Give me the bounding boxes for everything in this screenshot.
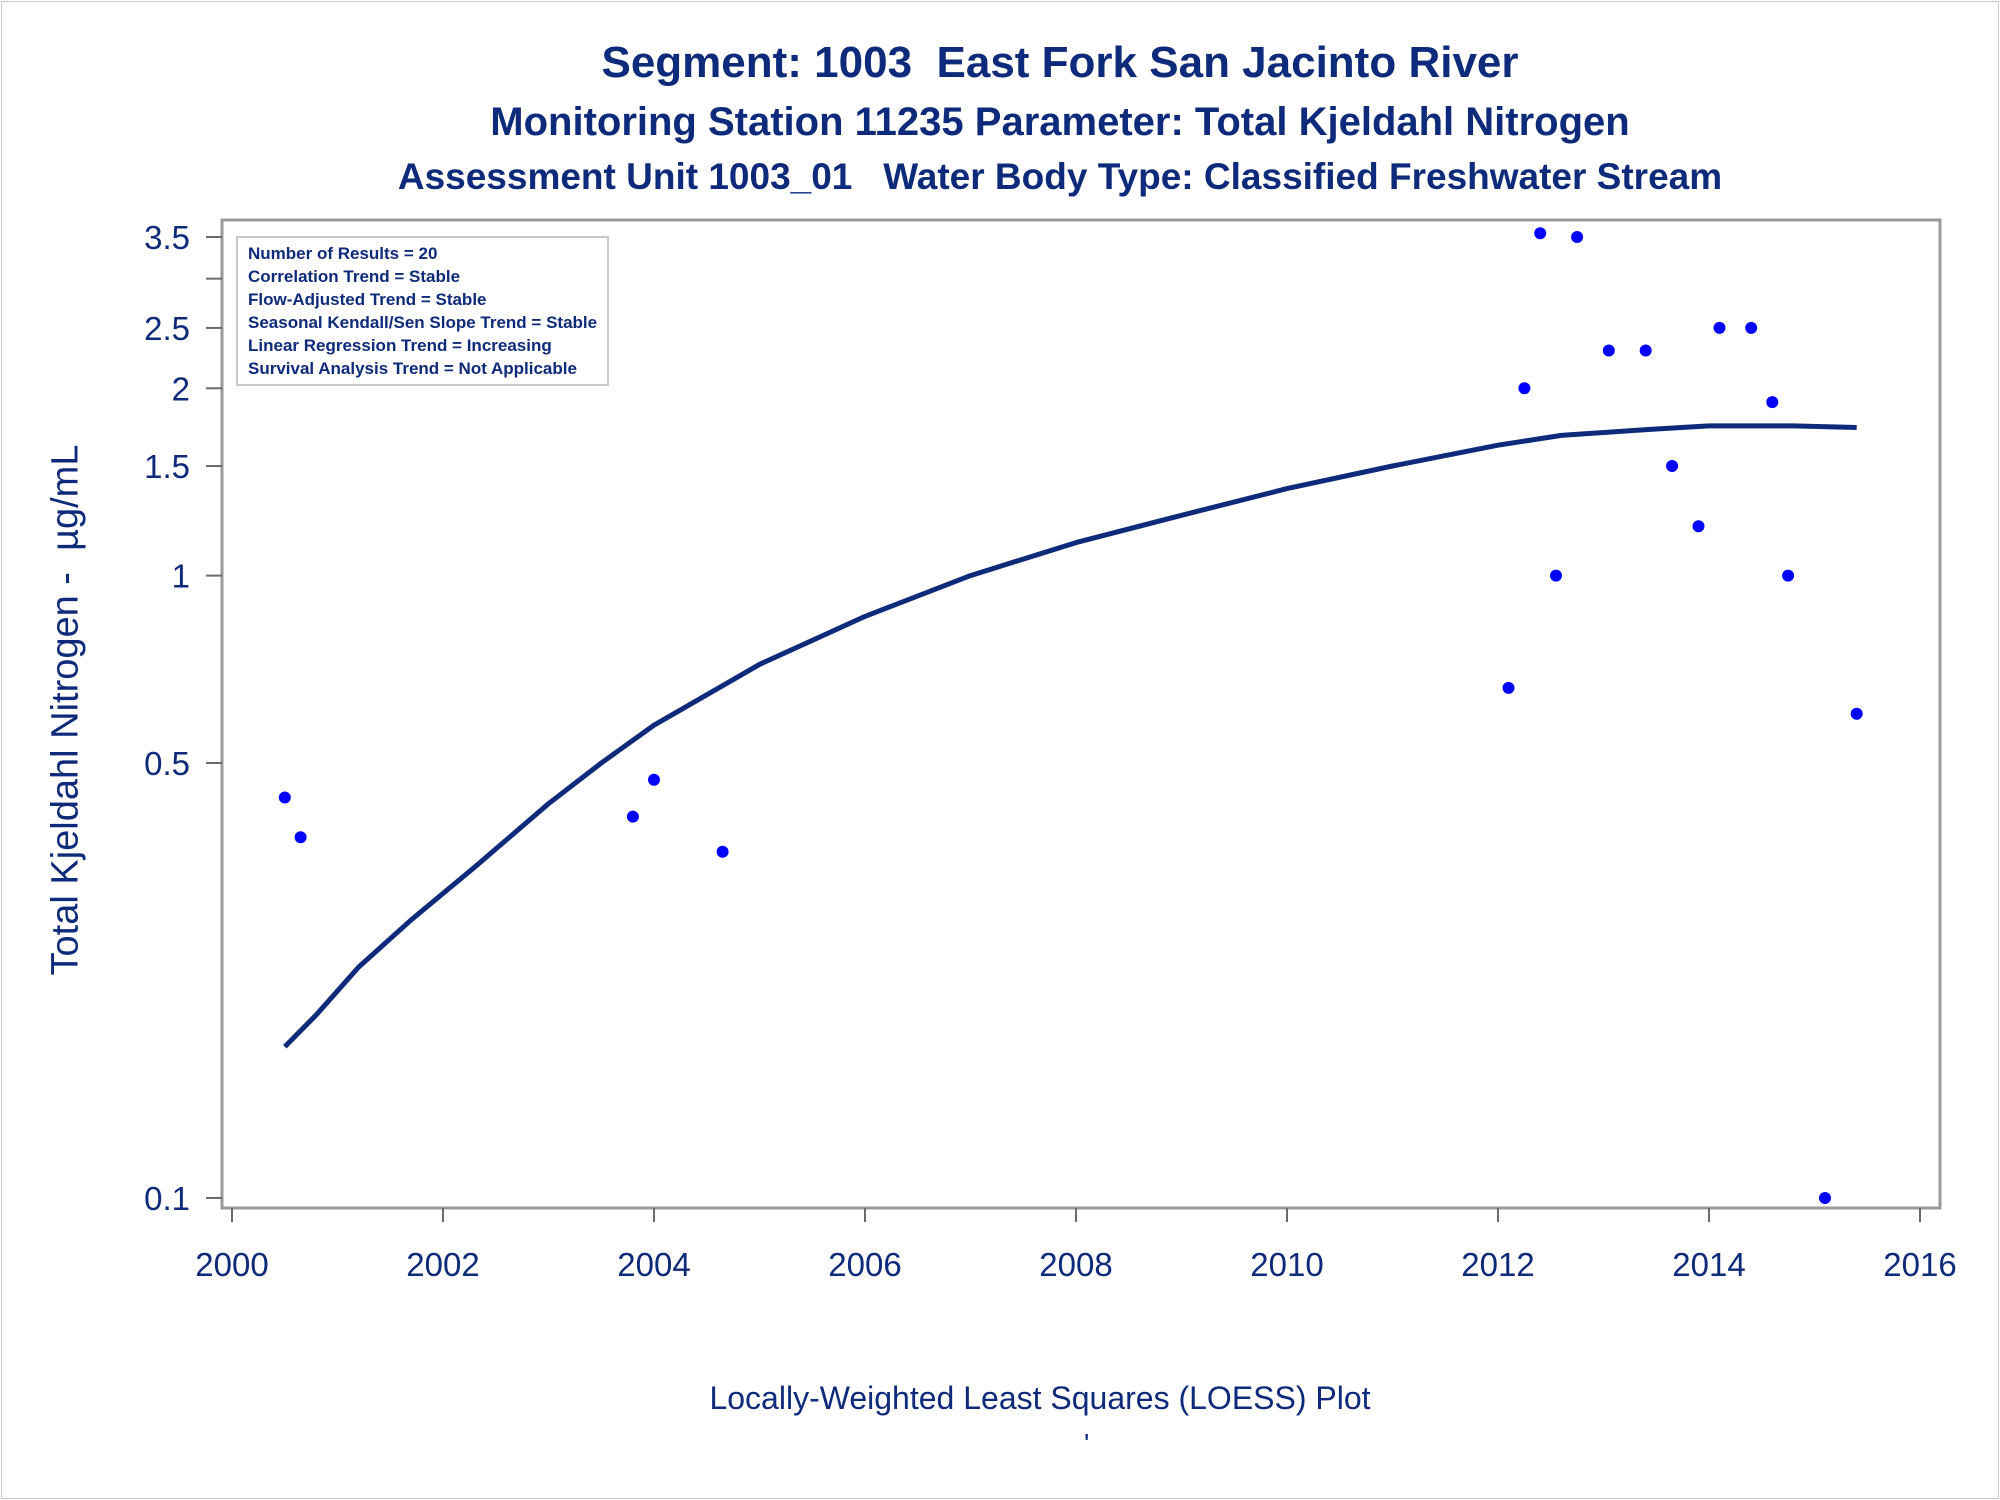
summary-line: Correlation Trend = Stable (248, 267, 461, 286)
chart-title: Segment: 1003 East Fork San Jacinto Rive… (601, 38, 1519, 87)
data-point (1850, 707, 1863, 720)
data-point (1602, 344, 1615, 357)
data-point (1766, 396, 1779, 409)
data-point (716, 845, 729, 858)
y-tick-label: 0.1 (144, 1180, 190, 1217)
data-point (1745, 321, 1758, 334)
plot-area-border (220, 218, 1942, 1210)
chart-subtitle-2: Assessment Unit 1003_01 Water Body Type:… (397, 156, 1723, 197)
data-point (1819, 1192, 1831, 1204)
x-tick-label: 2016 (1883, 1246, 1956, 1283)
x-tick-label: 2012 (1461, 1246, 1534, 1283)
summary-line: Flow-Adjusted Trend = Stable (248, 290, 487, 309)
data-point (278, 791, 291, 804)
chart-subtitle: Monitoring Station 11235 Parameter: Tota… (490, 100, 1630, 144)
x-tick-label: 2006 (828, 1246, 901, 1283)
y-tick-label: 1 (172, 558, 190, 595)
footnote-mark: ' (1084, 1428, 1090, 1459)
x-tick-label: 2008 (1039, 1246, 1112, 1283)
y-tick-label: 2 (172, 370, 190, 407)
data-point (626, 810, 639, 823)
data-point (294, 831, 307, 844)
trend-summary-box: Number of Results = 20 Correlation Trend… (236, 236, 610, 386)
data-point (1518, 382, 1531, 395)
x-tick-label: 2010 (1250, 1246, 1323, 1283)
data-point (648, 773, 660, 786)
x-tick-label: 2004 (617, 1246, 690, 1283)
y-tick-label: 2.5 (144, 310, 190, 347)
x-axis: 2000 2002 2004 2006 2008 2010 2012 2014 2016 (195, 1208, 1957, 1283)
y-axis: 0.1 0.5 1 1.5 2 2.5 3.5 (144, 219, 222, 1217)
data-point (1534, 227, 1547, 240)
summary-line: Seasonal Kendall/Sen Slope Trend = Stabl… (248, 313, 598, 332)
data-point (1639, 344, 1652, 357)
loess-trend-line (283, 423, 1857, 1049)
y-tick-label: 1.5 (144, 448, 190, 485)
plot-footnote: Locally-Weighted Least Squares (LOESS) P… (709, 1380, 1371, 1416)
data-point (1666, 460, 1679, 472)
summary-line: Survival Analysis Trend = Not Applicable (248, 359, 577, 378)
summary-line: Linear Regression Trend = Increasing (248, 336, 552, 355)
x-tick-label: 2000 (195, 1246, 268, 1283)
data-point (1550, 569, 1562, 582)
data-point (1713, 321, 1726, 334)
data-point (1692, 520, 1705, 533)
x-tick-label: 2002 (406, 1246, 479, 1283)
series-layer (278, 227, 1863, 1204)
y-tick-label: 0.5 (144, 745, 190, 782)
data-point (1571, 231, 1584, 243)
y-tick-label: 3.5 (144, 219, 190, 256)
data-point (1782, 569, 1795, 582)
data-point (1502, 681, 1515, 694)
summary-line: Number of Results = 20 (248, 244, 438, 263)
x-tick-label: 2014 (1672, 1246, 1745, 1283)
